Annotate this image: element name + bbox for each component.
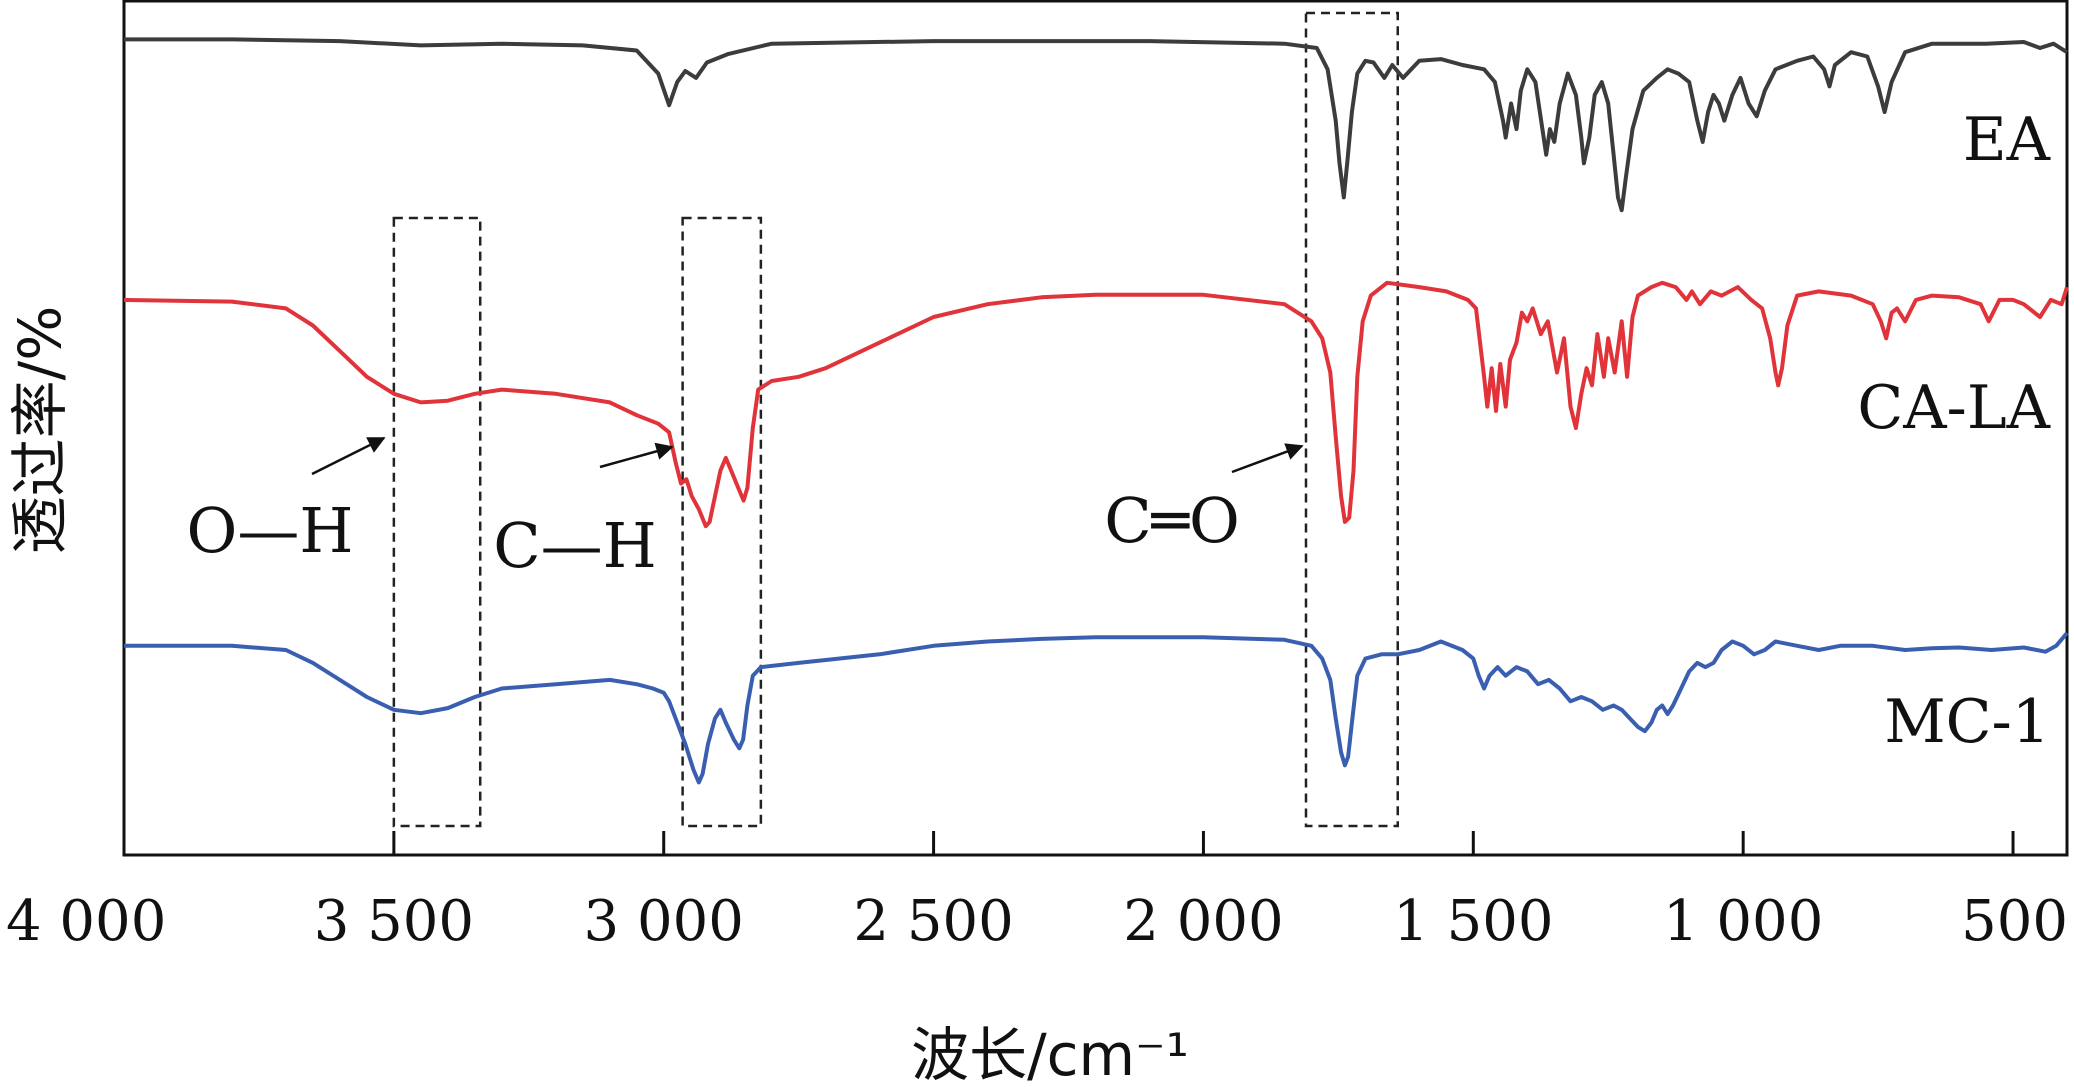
x-tick-label-4000: 4 000 bbox=[6, 889, 166, 954]
y-axis-title: 透过率/% bbox=[6, 306, 74, 555]
x-axis-title: 波长/cm⁻¹ bbox=[911, 1021, 1189, 1087]
x-tick-label-2000: 2 000 bbox=[1123, 889, 1283, 954]
x-tick-label-1500: 1 500 bbox=[1393, 889, 1553, 954]
series-label-ca-la: CA-LA bbox=[1857, 373, 2050, 443]
series-line-mc-1 bbox=[124, 631, 2069, 785]
series-label-ea: EA bbox=[1963, 105, 2051, 175]
x-axis-ticks bbox=[122, 831, 2015, 855]
annotation-label-0: O—H bbox=[187, 494, 354, 567]
spectra-curves bbox=[123, 37, 2069, 785]
series-line-ca-la bbox=[123, 280, 2069, 529]
annotation-arrow-2 bbox=[1231, 443, 1304, 474]
x-tick-label-1000: 1 000 bbox=[1663, 889, 1823, 954]
annotation-label-2: C═O bbox=[1104, 484, 1240, 557]
annotation-labels: O—H C—H C═O bbox=[187, 436, 1304, 582]
x-axis-tick-labels: 4 000 3 500 3 000 2 500 2 000 1 500 1 000 500 bbox=[6, 889, 2068, 954]
annotation-box-2 bbox=[1304, 11, 1399, 828]
annotation-label-1: C—H bbox=[493, 509, 657, 582]
x-tick-label-500: 500 bbox=[1961, 889, 2068, 954]
series-label-mc-1: MC-1 bbox=[1884, 687, 2050, 757]
x-tick-label-2500: 2 500 bbox=[853, 889, 1013, 954]
annotation-arrow-0 bbox=[311, 436, 386, 476]
x-tick-label-3000: 3 000 bbox=[584, 889, 744, 954]
plot-frame bbox=[122, 0, 2069, 857]
series-line-ea bbox=[124, 37, 2069, 213]
annotation-arrow-1 bbox=[599, 442, 674, 469]
annotation-box-1 bbox=[681, 216, 763, 828]
x-tick-label-3500: 3 500 bbox=[314, 889, 474, 954]
annotation-boxes bbox=[392, 11, 1399, 828]
series-labels: EA CA-LA MC-1 bbox=[1857, 105, 2050, 757]
annotation-box-0 bbox=[392, 216, 482, 828]
